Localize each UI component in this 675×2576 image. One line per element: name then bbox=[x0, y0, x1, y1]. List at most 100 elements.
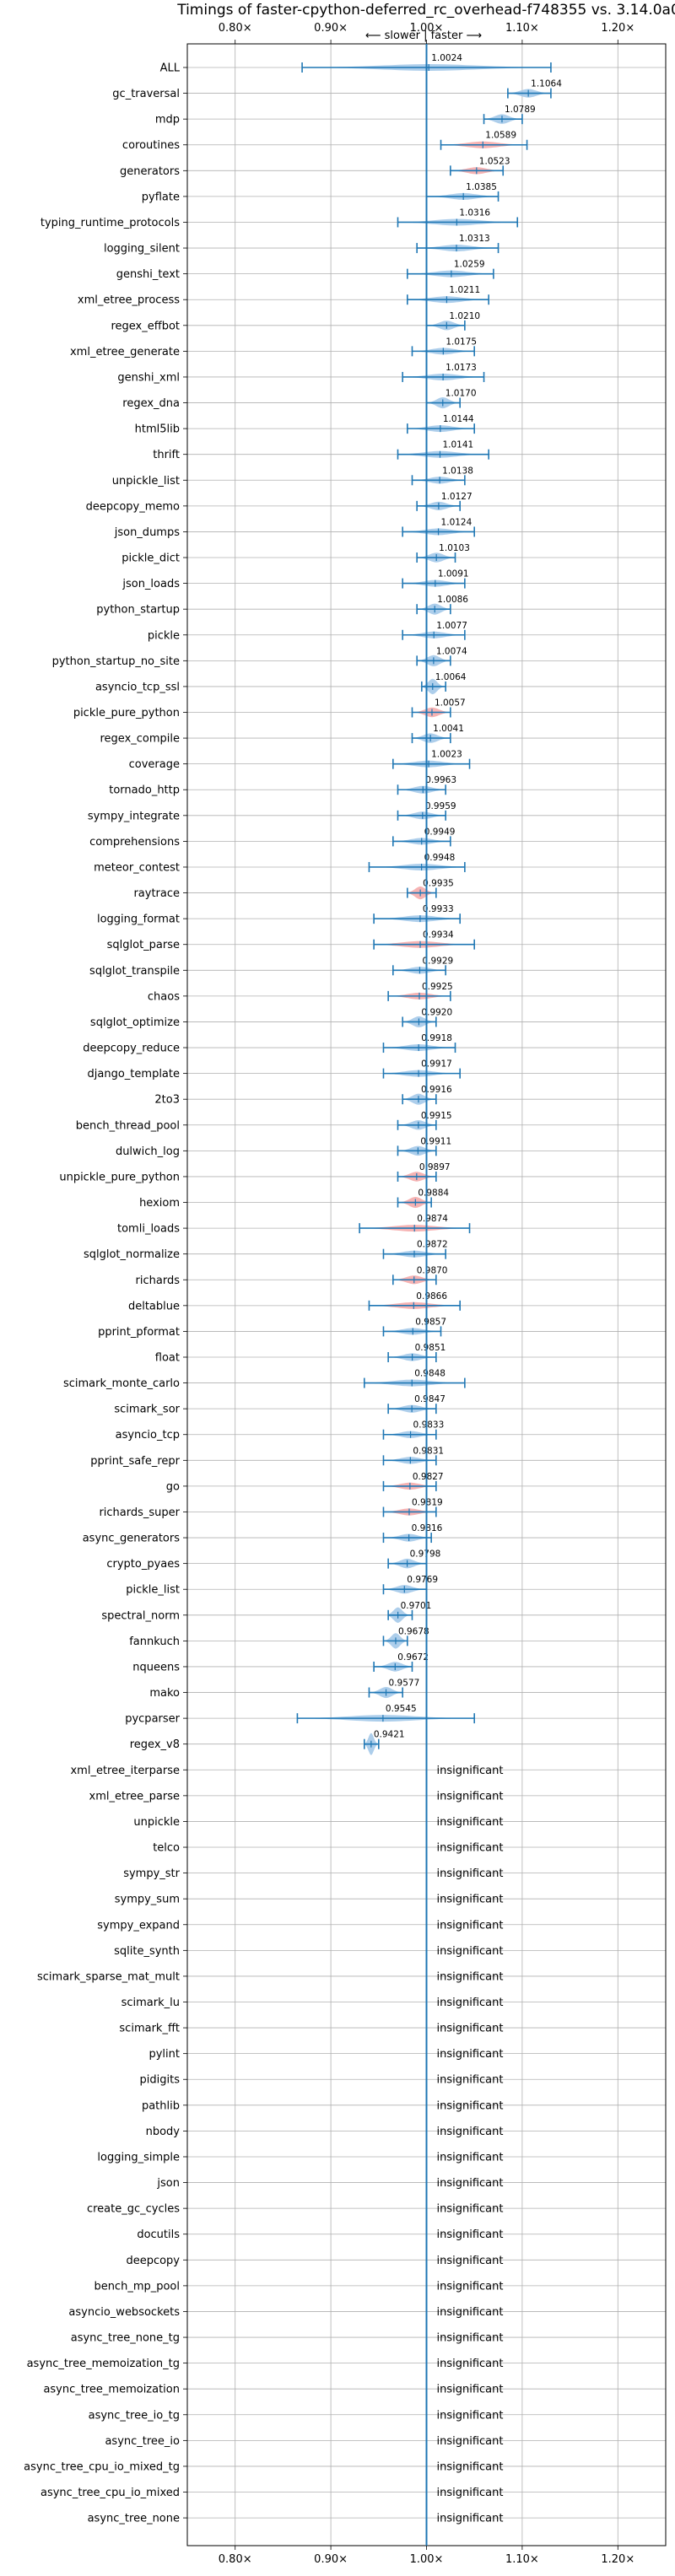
insignificant-label: insignificant bbox=[437, 2255, 504, 2267]
value-label: 0.9948 bbox=[424, 853, 456, 863]
benchmark-label: generators bbox=[120, 165, 180, 178]
benchmark-label: tomli_loads bbox=[117, 1223, 180, 1236]
value-label: 1.0313 bbox=[459, 234, 490, 244]
insignificant-label: insignificant bbox=[437, 2487, 504, 2499]
x-tick-label-top: 1.10× bbox=[505, 22, 539, 35]
benchmark-label: thrift bbox=[153, 449, 180, 461]
benchmark-label: pidigits bbox=[140, 2074, 181, 2087]
value-label: 1.0173 bbox=[446, 363, 477, 373]
benchmark-label: unpickle_pure_python bbox=[59, 1171, 180, 1183]
benchmark-label: sqlglot_normalize bbox=[84, 1248, 180, 1261]
benchmark-label: logging_simple bbox=[97, 2151, 180, 2164]
value-label: 0.9920 bbox=[421, 1007, 452, 1017]
benchmark-label: sympy_integrate bbox=[88, 810, 180, 822]
value-label: 0.9915 bbox=[421, 1111, 452, 1121]
insignificant-label: insignificant bbox=[437, 2409, 504, 2422]
value-label: 0.9874 bbox=[417, 1214, 448, 1224]
benchmark-label: chaos bbox=[148, 990, 180, 1003]
insignificant-label: insignificant bbox=[437, 2384, 504, 2396]
x-tick-label-bottom: 0.90× bbox=[314, 2553, 348, 2566]
value-label: 0.9678 bbox=[398, 1626, 429, 1636]
benchmark-label: go bbox=[166, 1480, 180, 1493]
benchmark-rows: ALL 1.0024 gc_traversal 1.1064 mdp 1.0789 coro… bbox=[24, 53, 562, 2525]
benchmark-label: pprint_safe_repr bbox=[90, 1455, 180, 1468]
value-label: 1.0138 bbox=[442, 466, 473, 476]
benchmark-label: meteor_contest bbox=[94, 861, 180, 874]
benchmark-label: dulwich_log bbox=[116, 1145, 180, 1158]
insignificant-label: insignificant bbox=[437, 2023, 504, 2035]
insignificant-label: insignificant bbox=[437, 1842, 504, 1855]
benchmark-label: scimark_sor bbox=[114, 1404, 180, 1416]
benchmark-label: pathlib bbox=[142, 2099, 180, 2112]
benchmark-label: scimark_monte_carlo bbox=[63, 1377, 180, 1390]
value-label: 0.9769 bbox=[407, 1575, 438, 1585]
benchmark-label: async_tree_cpu_io_mixed bbox=[40, 2487, 180, 2499]
value-label: 1.0103 bbox=[439, 543, 470, 553]
value-label: 1.0041 bbox=[433, 724, 464, 734]
value-label: 0.9897 bbox=[419, 1162, 451, 1172]
value-label: 0.9847 bbox=[414, 1394, 446, 1404]
benchmark-label: deepcopy_reduce bbox=[83, 1043, 180, 1055]
benchmark-label: hexiom bbox=[139, 1197, 180, 1210]
insignificant-label: insignificant bbox=[437, 2513, 504, 2525]
benchmark-label: sqlglot_optimize bbox=[90, 1016, 180, 1029]
insignificant-label: insignificant bbox=[437, 1765, 504, 1777]
benchmark-label: async_tree_io_tg bbox=[89, 2409, 180, 2422]
value-label: 0.9672 bbox=[397, 1652, 429, 1663]
value-label: 0.9545 bbox=[386, 1704, 417, 1714]
value-label: 0.9916 bbox=[421, 1085, 452, 1095]
value-label: 0.9870 bbox=[417, 1265, 448, 1275]
benchmark-label: async_generators bbox=[83, 1533, 181, 1545]
insignificant-label: insignificant bbox=[437, 2306, 504, 2319]
insignificant-label: insignificant bbox=[437, 2099, 504, 2112]
benchmark-label: pickle_dict bbox=[122, 552, 180, 565]
value-label: 1.0064 bbox=[435, 672, 467, 682]
benchmark-label: xml_etree_parse bbox=[89, 1790, 180, 1803]
value-label: 0.9917 bbox=[421, 1059, 452, 1070]
insignificant-label: insignificant bbox=[437, 2203, 504, 2216]
value-label: 1.0127 bbox=[441, 492, 472, 502]
insignificant-label: insignificant bbox=[437, 2177, 504, 2190]
benchmark-label: pickle bbox=[148, 629, 180, 642]
benchmark-label: regex_effbot bbox=[111, 320, 180, 332]
value-label: 1.0211 bbox=[449, 285, 480, 295]
value-label: 0.9798 bbox=[410, 1549, 441, 1560]
value-label: 0.9833 bbox=[413, 1420, 445, 1431]
value-label: 0.9929 bbox=[422, 956, 453, 966]
x-tick-label-top: 0.80× bbox=[219, 22, 252, 35]
value-label: 1.0589 bbox=[485, 131, 516, 141]
insignificant-label: insignificant bbox=[437, 1945, 504, 1958]
benchmark-label: unpickle_list bbox=[112, 475, 180, 488]
benchmark-label: comprehensions bbox=[89, 836, 180, 849]
direction-label: ⟵ slower | faster ⟶ bbox=[365, 30, 482, 42]
insignificant-label: insignificant bbox=[437, 1816, 504, 1829]
benchmark-label: typing_runtime_protocols bbox=[40, 217, 180, 229]
insignificant-label: insignificant bbox=[437, 2126, 504, 2138]
benchmark-label: docutils bbox=[137, 2228, 180, 2241]
benchmark-label: pycparser bbox=[125, 1713, 180, 1726]
insignificant-label: insignificant bbox=[437, 2048, 504, 2061]
insignificant-label: insignificant bbox=[437, 2460, 504, 2473]
benchmark-label: html5lib bbox=[135, 423, 180, 436]
insignificant-label: insignificant bbox=[437, 1790, 504, 1803]
value-label: 1.0144 bbox=[443, 414, 474, 424]
benchmark-label: gc_traversal bbox=[112, 88, 180, 100]
insignificant-label: insignificant bbox=[437, 1970, 504, 1983]
insignificant-label: insignificant bbox=[437, 2435, 504, 2448]
benchmark-label: async_tree_none_tg bbox=[71, 2332, 180, 2345]
benchmark-label: async_tree_io bbox=[105, 2435, 180, 2448]
benchmark-label: richards bbox=[136, 1275, 181, 1287]
value-label: 0.9963 bbox=[425, 775, 456, 785]
value-label: 0.9421 bbox=[374, 1730, 405, 1740]
benchmark-label: asyncio_tcp_ssl bbox=[95, 681, 180, 693]
x-tick-label-bottom: 1.00× bbox=[410, 2553, 444, 2566]
value-label: 0.9935 bbox=[423, 879, 454, 889]
insignificant-label: insignificant bbox=[437, 1997, 504, 2009]
value-label: 0.9831 bbox=[413, 1446, 444, 1456]
value-label: 1.0789 bbox=[505, 105, 536, 115]
insignificant-label: insignificant bbox=[437, 2332, 504, 2345]
value-label: 0.9911 bbox=[420, 1136, 451, 1146]
insignificant-label: insignificant bbox=[437, 1867, 504, 1880]
